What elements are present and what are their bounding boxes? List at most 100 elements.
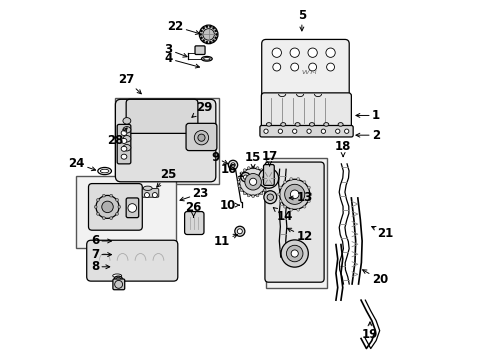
Text: 27: 27	[118, 73, 141, 94]
Circle shape	[260, 192, 263, 195]
Text: 24: 24	[68, 157, 96, 171]
Ellipse shape	[122, 127, 131, 133]
Circle shape	[116, 198, 118, 201]
Ellipse shape	[203, 58, 210, 60]
Ellipse shape	[122, 135, 131, 142]
Ellipse shape	[201, 57, 212, 61]
Circle shape	[326, 63, 334, 71]
Circle shape	[251, 195, 254, 198]
FancyBboxPatch shape	[113, 279, 124, 290]
Circle shape	[205, 41, 207, 43]
Circle shape	[96, 198, 99, 201]
Circle shape	[209, 26, 211, 28]
Circle shape	[199, 33, 202, 36]
Bar	[76, 176, 176, 248]
Text: 7: 7	[91, 248, 111, 261]
Circle shape	[256, 194, 259, 197]
Circle shape	[202, 40, 204, 42]
Circle shape	[303, 205, 305, 208]
Circle shape	[198, 134, 204, 141]
Circle shape	[258, 168, 278, 188]
Text: 26: 26	[185, 202, 202, 217]
Circle shape	[303, 181, 305, 184]
Text: 9: 9	[211, 151, 227, 164]
Circle shape	[247, 167, 249, 170]
Text: 18: 18	[334, 140, 350, 157]
Ellipse shape	[266, 123, 271, 126]
Ellipse shape	[121, 146, 126, 151]
Circle shape	[238, 176, 241, 179]
Circle shape	[290, 63, 298, 71]
Circle shape	[109, 217, 112, 220]
Circle shape	[244, 174, 261, 190]
Circle shape	[272, 63, 280, 71]
Ellipse shape	[122, 118, 131, 124]
Circle shape	[238, 185, 241, 188]
Text: 15: 15	[244, 151, 261, 168]
Circle shape	[271, 48, 281, 57]
Circle shape	[286, 245, 303, 262]
Circle shape	[289, 177, 292, 180]
Text: 8: 8	[91, 260, 109, 273]
Circle shape	[128, 204, 136, 212]
FancyBboxPatch shape	[263, 165, 274, 185]
Text: 28: 28	[107, 128, 127, 147]
Circle shape	[203, 29, 214, 40]
Circle shape	[325, 48, 335, 57]
FancyBboxPatch shape	[126, 99, 198, 134]
Circle shape	[194, 131, 208, 145]
Circle shape	[94, 206, 97, 208]
Ellipse shape	[112, 274, 122, 278]
Circle shape	[240, 189, 243, 192]
Text: 21: 21	[371, 226, 393, 240]
Circle shape	[102, 217, 105, 220]
Circle shape	[260, 169, 263, 172]
Text: 29: 29	[191, 101, 212, 117]
Circle shape	[144, 193, 149, 198]
Circle shape	[265, 185, 267, 188]
Circle shape	[243, 169, 245, 172]
Circle shape	[205, 26, 207, 28]
Circle shape	[308, 63, 316, 71]
Ellipse shape	[122, 144, 131, 151]
Ellipse shape	[321, 129, 325, 134]
Ellipse shape	[121, 131, 126, 135]
FancyBboxPatch shape	[117, 125, 131, 164]
FancyBboxPatch shape	[260, 126, 352, 137]
Circle shape	[116, 212, 118, 215]
Circle shape	[237, 229, 242, 234]
Ellipse shape	[264, 129, 267, 134]
Circle shape	[241, 172, 250, 182]
Circle shape	[279, 186, 282, 189]
Text: 13: 13	[289, 192, 312, 204]
Ellipse shape	[344, 129, 348, 134]
FancyBboxPatch shape	[88, 184, 142, 230]
Circle shape	[265, 176, 267, 179]
Circle shape	[262, 172, 274, 184]
Circle shape	[200, 37, 202, 39]
Text: 12: 12	[287, 228, 312, 243]
FancyBboxPatch shape	[261, 93, 351, 129]
Text: 23: 23	[180, 187, 208, 201]
Circle shape	[96, 195, 119, 219]
Circle shape	[290, 190, 298, 199]
Circle shape	[214, 37, 216, 39]
Circle shape	[200, 30, 202, 32]
FancyBboxPatch shape	[264, 162, 324, 282]
Circle shape	[102, 194, 105, 197]
Ellipse shape	[337, 123, 343, 126]
Circle shape	[264, 191, 276, 204]
Circle shape	[215, 33, 217, 36]
FancyBboxPatch shape	[126, 198, 139, 218]
Ellipse shape	[306, 129, 310, 134]
Circle shape	[234, 226, 244, 236]
Circle shape	[308, 193, 311, 196]
Bar	[265, 158, 326, 288]
Circle shape	[283, 205, 285, 208]
Circle shape	[283, 181, 285, 184]
Circle shape	[279, 179, 309, 210]
Text: 14: 14	[273, 208, 292, 224]
Text: 20: 20	[362, 270, 387, 286]
Circle shape	[307, 200, 310, 203]
FancyBboxPatch shape	[195, 46, 204, 54]
